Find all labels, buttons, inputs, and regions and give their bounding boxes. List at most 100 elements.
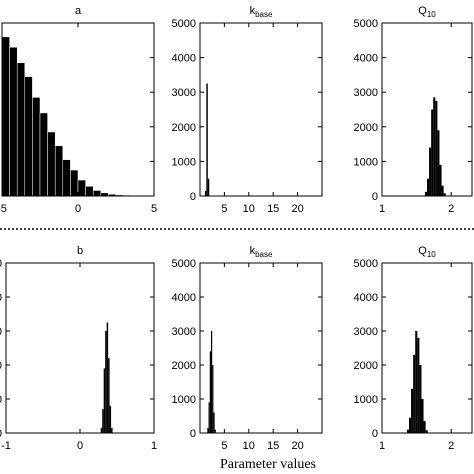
histogram-bar	[102, 409, 104, 433]
y-tick-label: 5000	[0, 258, 2, 270]
histogram-bar	[204, 190, 207, 196]
axes-box	[199, 262, 323, 434]
histogram-bar	[213, 412, 215, 433]
y-tick-label: 0	[190, 428, 196, 440]
y-tick-label: 4000	[172, 292, 196, 304]
histogram-panel-5: kbase 5 10 15 20 0 1000 2000 3000 4000 5000	[172, 245, 323, 452]
histogram-bar	[212, 365, 214, 433]
x-tick-label: 5	[221, 440, 227, 452]
x-tick-label: -5	[0, 203, 7, 215]
bars	[2, 36, 147, 196]
x-tick-label: 0	[77, 440, 83, 452]
y-tick-label: 4000	[354, 53, 378, 65]
x-tick-label: 10	[243, 203, 255, 215]
panel-title: Q10	[418, 5, 436, 19]
y-tick-label: 4000	[354, 292, 378, 304]
histogram-bar	[437, 130, 440, 196]
histogram-bar	[423, 421, 426, 433]
bars	[406, 331, 428, 433]
y-tick-label: 5000	[172, 18, 196, 30]
histogram-bar	[443, 193, 446, 196]
histogram-bar	[417, 337, 420, 433]
histogram-panel-1: a-505010002000300040005000	[0, 5, 157, 215]
panel-title: kbase	[250, 245, 273, 259]
histogram-bar	[411, 388, 414, 433]
x-tick-label: 2	[448, 203, 454, 215]
axes-box	[381, 22, 473, 197]
x-tick-label: 20	[291, 440, 303, 452]
y-tick-label: 1000	[354, 156, 378, 168]
y-tick-label: 2000	[354, 360, 378, 372]
histogram-bar	[415, 331, 418, 433]
histogram-bar	[207, 427, 209, 433]
histogram-bar	[70, 169, 79, 196]
x-tick-label: 0	[75, 203, 81, 215]
histogram-bar	[427, 178, 430, 196]
x-tick-label: 10	[243, 440, 255, 452]
y-tick-label: 3000	[0, 326, 2, 338]
x-tick-label: 5	[151, 203, 157, 215]
histogram-panel-3: Q10 1 2 0 1000 2000 3000 4000 5000	[354, 5, 473, 215]
panel-title: Q10	[418, 245, 436, 259]
histogram-bar	[419, 365, 422, 433]
panels: a-505010002000300040005000kbase510152001…	[0, 5, 473, 452]
histogram-bar	[433, 97, 436, 196]
x-tick-label: 1	[151, 440, 157, 452]
y-tick-label: 5000	[172, 258, 196, 270]
x-tick-label: 15	[267, 203, 279, 215]
y-tick-label: 3000	[354, 326, 378, 338]
histogram-bar	[409, 417, 412, 433]
histogram-bar	[39, 112, 48, 196]
histogram-bar	[54, 145, 64, 196]
y-tick-label: 5000	[354, 18, 378, 30]
y-tick-label: 4000	[172, 53, 196, 65]
histogram-bar	[207, 178, 210, 196]
histogram-bar	[92, 190, 102, 196]
histogram-bar	[431, 109, 434, 196]
panel-title: kbase	[250, 5, 273, 19]
histogram-bar	[441, 185, 444, 196]
y-tick-label: 1000	[0, 394, 2, 406]
histogram-panel-4: b-101010002000300040005000	[0, 245, 157, 452]
histogram-bar	[106, 322, 109, 433]
y-tick-label: 0	[0, 428, 2, 440]
histogram-bar	[111, 427, 113, 433]
histogram-bar	[210, 331, 213, 433]
histogram-bar	[429, 147, 432, 196]
x-tick-label: -1	[1, 440, 11, 452]
histogram-bar	[85, 186, 94, 196]
x-tick-label: 20	[291, 203, 303, 215]
x-tick-label: 1	[379, 203, 385, 215]
histogram-bar	[103, 368, 106, 433]
y-tick-label: 0	[372, 428, 378, 440]
y-tick-label: 1000	[354, 394, 378, 406]
y-tick-label: 2000	[0, 360, 2, 372]
bars	[424, 97, 446, 196]
histogram-bar	[435, 100, 438, 196]
histogram-bar	[62, 159, 71, 196]
figure-xlabel: Parameter values	[220, 457, 316, 472]
histogram-bar	[2, 36, 10, 196]
histogram-bar	[209, 351, 211, 433]
y-tick-label: 4000	[0, 292, 2, 304]
histogram-panel-6: Q10 1 2 0 1000 2000 3000 4000 5000	[354, 245, 473, 452]
axes-box	[5, 262, 155, 434]
y-tick-label: 2000	[354, 122, 378, 134]
y-tick-label: 3000	[172, 87, 196, 99]
y-tick-label: 0	[190, 191, 196, 203]
x-tick-label: 1	[379, 440, 385, 452]
panel-title: a	[75, 5, 82, 17]
histogram-bar	[214, 429, 216, 433]
histogram-bar	[16, 62, 26, 196]
histogram-bar	[108, 358, 110, 433]
histogram-bar	[47, 131, 56, 196]
y-tick-label: 2000	[172, 122, 196, 134]
histogram-bar	[413, 354, 416, 433]
histogram-bar	[424, 191, 427, 196]
histogram-bar	[109, 405, 112, 433]
y-tick-label: 1000	[172, 394, 196, 406]
axes-box	[199, 22, 323, 197]
panel-title: b	[77, 245, 83, 257]
bars	[204, 83, 210, 196]
